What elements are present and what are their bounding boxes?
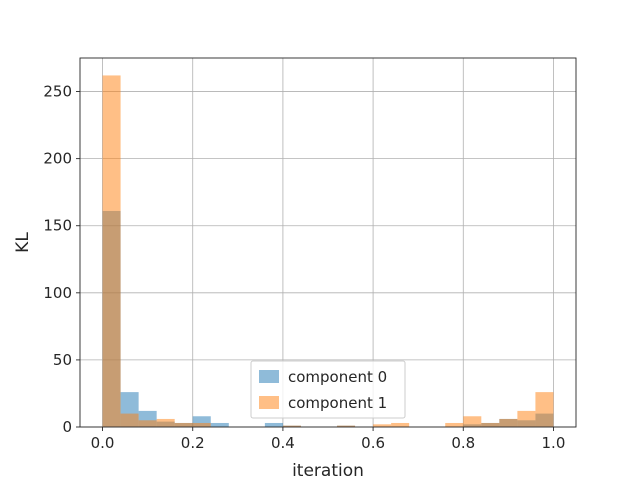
x-tick-label-2: 0.4 (271, 434, 295, 452)
x-tick-label-4: 0.8 (451, 434, 475, 452)
bar-series-1-bin-16 (391, 422, 410, 427)
bar-series-0-bin-5 (192, 416, 211, 427)
bar-series-1-bin-24 (535, 392, 554, 427)
bar-series-1-bin-21 (481, 422, 500, 427)
series-1-bars (102, 75, 554, 427)
y-axis-ticks: 0 50 100 150 200 250 (43, 83, 80, 436)
bar-series-1-bin-23 (517, 410, 536, 427)
bar-series-1-bin-22 (499, 418, 518, 427)
bar-series-1-bin-4 (174, 422, 193, 427)
bar-series-0-bin-9 (264, 422, 283, 427)
y-tick-label-4: 200 (43, 150, 72, 168)
y-tick-label-2: 100 (43, 284, 72, 302)
y-axis-label: KL (13, 232, 33, 253)
bar-series-1-bin-20 (463, 416, 482, 427)
bar-series-1-bin-1 (120, 413, 139, 427)
bar-series-1-bin-5 (192, 422, 211, 427)
legend-swatch-0 (259, 370, 279, 383)
x-axis-label: iteration (292, 461, 364, 480)
x-axis-ticks: 0.0 0.2 0.4 0.6 0.8 1.0 (91, 427, 566, 452)
x-tick-label-0: 0.0 (91, 434, 115, 452)
plot-frame (79, 57, 577, 428)
y-tick-label-3: 150 (43, 217, 72, 235)
legend-label-1: component 1 (288, 394, 387, 412)
bar-series-1-bin-13 (337, 425, 356, 427)
bar-series-1-bin-19 (445, 422, 464, 427)
x-tick-label-5: 1.0 (542, 434, 566, 452)
bar-series-1-bin-10 (282, 425, 301, 427)
x-tick-label-3: 0.6 (361, 434, 385, 452)
legend-box (250, 360, 406, 419)
bar-series-0-bin-6 (210, 422, 229, 427)
y-tick-label-1: 50 (53, 351, 72, 369)
legend: component 0 component 1 (250, 360, 406, 419)
histogram-bars (102, 75, 554, 427)
legend-swatch-1 (259, 396, 279, 409)
x-tick-label-1: 0.2 (181, 434, 205, 452)
legend-label-0: component 0 (288, 368, 387, 386)
bar-series-1-bin-0 (102, 75, 121, 427)
y-tick-label-5: 250 (43, 83, 72, 101)
bar-series-1-bin-15 (373, 424, 392, 427)
bar-series-1-bin-3 (156, 418, 175, 427)
bar-series-1-bin-2 (138, 420, 157, 427)
y-tick-label-0: 0 (62, 418, 72, 436)
